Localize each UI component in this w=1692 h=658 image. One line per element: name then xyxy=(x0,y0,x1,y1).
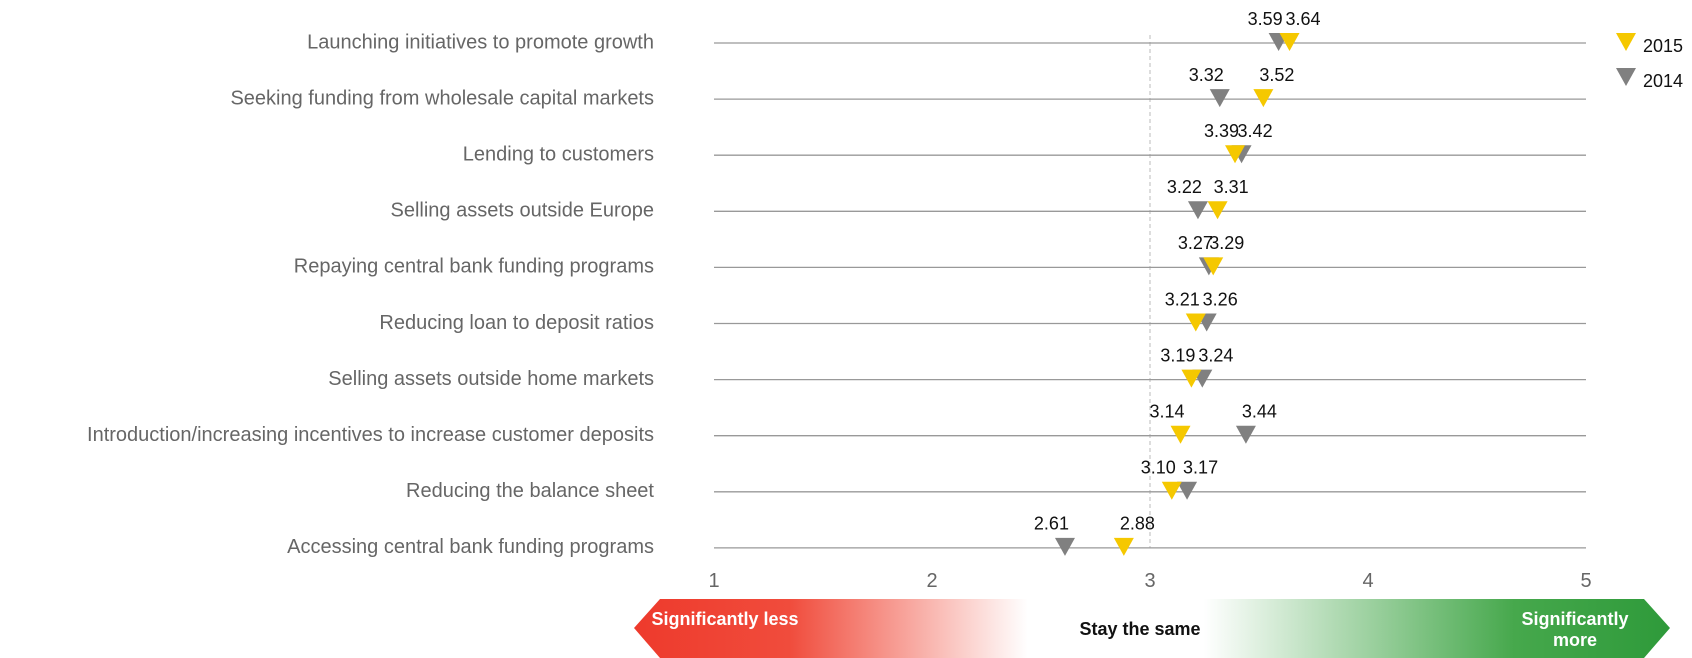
value-label: 3.44 xyxy=(1242,401,1277,421)
category-label: Selling assets outside home markets xyxy=(328,368,654,390)
scale-label-less: Significantly less xyxy=(651,609,799,629)
category-label: Introduction/increasing incentives to in… xyxy=(87,424,654,446)
marker xyxy=(1207,201,1228,220)
value-label: 3.17 xyxy=(1183,458,1218,478)
value-label: 3.27 xyxy=(1178,233,1213,253)
value-label: 3.59 xyxy=(1248,9,1283,29)
category-label: Repaying central bank funding programs xyxy=(294,256,654,278)
category-label: Reducing loan to deposit ratios xyxy=(379,312,654,334)
value-label: 3.26 xyxy=(1203,289,1238,309)
value-label: 2.61 xyxy=(1034,514,1069,534)
marker xyxy=(1225,145,1246,164)
value-label: 3.64 xyxy=(1286,9,1321,29)
marker xyxy=(1253,89,1274,108)
value-label: 3.52 xyxy=(1259,65,1294,85)
x-tick-label: 1 xyxy=(708,570,719,592)
legend-label: 2015 xyxy=(1643,36,1683,56)
marker xyxy=(1209,89,1230,108)
marker xyxy=(1113,537,1134,556)
legend-marker xyxy=(1616,68,1636,86)
marker xyxy=(1279,33,1300,51)
value-label: 3.29 xyxy=(1209,233,1244,253)
category-label: Launching initiatives to promote growth xyxy=(307,31,654,53)
value-label: 3.14 xyxy=(1149,401,1184,421)
category-label: Selling assets outside Europe xyxy=(391,200,655,222)
marker xyxy=(1185,313,1206,332)
marker xyxy=(1181,369,1202,388)
marker xyxy=(1177,481,1198,500)
scale-label-more: Significantly more xyxy=(1521,609,1629,650)
marker xyxy=(1170,425,1191,444)
value-label: 3.32 xyxy=(1189,65,1224,85)
value-label: 3.10 xyxy=(1141,458,1176,478)
value-label: 3.22 xyxy=(1167,177,1202,197)
marker xyxy=(1235,425,1256,444)
scale-label-same: Stay the same xyxy=(1079,619,1201,639)
value-label: 3.39 xyxy=(1204,121,1239,141)
legend-marker xyxy=(1616,33,1636,51)
x-tick-label: 4 xyxy=(1362,570,1373,592)
scale-arrow xyxy=(634,599,1670,658)
category-label: Accessing central bank funding programs xyxy=(287,536,654,558)
value-label: 3.19 xyxy=(1160,345,1195,365)
x-tick-label: 3 xyxy=(1144,570,1155,592)
value-label: 2.88 xyxy=(1120,514,1155,534)
category-label: Seeking funding from wholesale capital m… xyxy=(230,87,654,109)
value-label: 3.42 xyxy=(1238,121,1273,141)
value-label: 3.24 xyxy=(1198,345,1233,365)
legend-label: 2014 xyxy=(1643,71,1683,91)
marker xyxy=(1161,481,1182,500)
x-tick-label: 5 xyxy=(1580,570,1591,592)
category-label: Lending to customers xyxy=(463,143,654,165)
marker xyxy=(1187,201,1208,220)
value-label: 3.21 xyxy=(1165,289,1200,309)
category-label: Reducing the balance sheet xyxy=(406,480,654,502)
x-tick-label: 2 xyxy=(926,570,937,592)
value-label: 3.31 xyxy=(1214,177,1249,197)
marker xyxy=(1054,537,1075,556)
marker xyxy=(1203,257,1224,276)
